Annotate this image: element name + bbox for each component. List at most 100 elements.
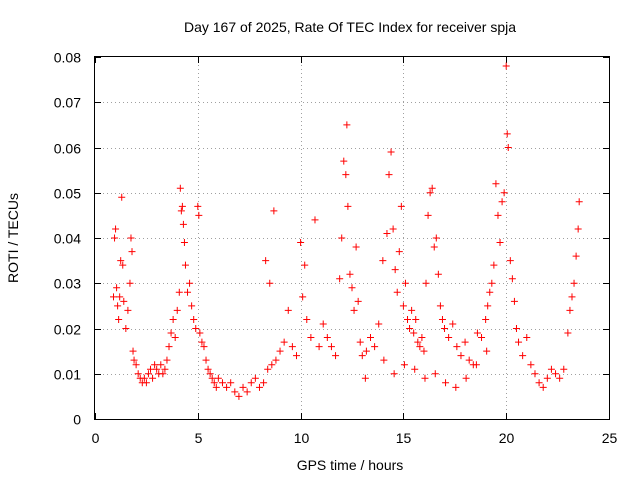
data-point <box>167 329 175 337</box>
data-point <box>400 361 408 369</box>
data-point <box>404 315 412 323</box>
data-point <box>151 361 159 369</box>
x-tick-label: 0 <box>92 430 100 446</box>
data-point <box>503 130 511 138</box>
data-point <box>348 284 356 292</box>
data-point <box>535 379 543 387</box>
data-point <box>484 302 492 310</box>
y-tick-label: 0.03 <box>54 276 81 292</box>
data-point <box>251 374 259 382</box>
data-point <box>362 347 370 355</box>
data-point <box>239 383 247 391</box>
data-point <box>132 361 140 369</box>
data-point <box>346 270 354 278</box>
data-point <box>327 343 335 351</box>
data-point <box>127 234 135 242</box>
data-point <box>472 361 480 369</box>
data-point <box>299 293 307 301</box>
data-point <box>140 374 148 382</box>
data-point <box>379 257 387 265</box>
data-points <box>110 62 583 400</box>
data-point <box>113 284 121 292</box>
data-point <box>552 370 560 378</box>
data-point <box>268 361 276 369</box>
data-point <box>556 374 564 382</box>
data-point <box>401 279 409 287</box>
data-point <box>500 189 508 197</box>
data-point <box>130 356 138 364</box>
data-point <box>343 121 351 129</box>
data-point <box>410 329 418 337</box>
data-point <box>114 302 122 310</box>
data-point <box>319 320 327 328</box>
data-point <box>223 383 231 391</box>
data-point <box>482 315 490 323</box>
data-point <box>111 234 119 242</box>
data-point <box>442 379 450 387</box>
data-point <box>178 202 186 210</box>
data-point <box>428 184 436 192</box>
data-point <box>177 207 185 215</box>
data-point <box>367 334 375 342</box>
x-tick-label: 25 <box>602 430 618 446</box>
data-point <box>504 144 512 151</box>
data-point <box>399 302 407 310</box>
x-tick-label: 20 <box>499 430 515 446</box>
data-point <box>358 352 366 360</box>
grid-lines <box>95 57 609 419</box>
data-point <box>323 334 331 342</box>
data-point <box>361 374 369 382</box>
data-point <box>342 171 350 179</box>
data-point <box>119 261 127 269</box>
data-point <box>181 261 189 269</box>
data-point <box>297 239 305 247</box>
data-point <box>486 288 494 296</box>
data-point <box>445 334 453 342</box>
data-point <box>432 234 440 242</box>
data-point <box>426 189 434 197</box>
data-point <box>531 370 539 378</box>
data-point <box>117 257 125 265</box>
data-point <box>122 325 130 332</box>
data-point <box>192 325 200 332</box>
data-point <box>510 297 518 305</box>
y-tick-label: 0 <box>73 412 81 428</box>
data-point <box>118 193 126 201</box>
data-point <box>169 315 177 323</box>
y-tick-label: 0.07 <box>54 95 81 111</box>
data-point <box>264 365 272 373</box>
data-point <box>420 347 428 355</box>
data-point <box>184 288 192 296</box>
data-point <box>198 338 206 346</box>
data-point <box>483 347 491 355</box>
data-point <box>575 198 583 206</box>
data-point <box>502 62 510 70</box>
data-point <box>508 275 516 283</box>
x-tick-label: 10 <box>294 430 310 446</box>
data-point <box>214 374 222 382</box>
data-point <box>163 356 171 364</box>
data-point <box>208 374 216 382</box>
data-point <box>383 229 391 237</box>
data-point <box>414 338 422 346</box>
data-point <box>416 343 424 351</box>
data-point <box>180 239 188 247</box>
data-point <box>212 383 220 391</box>
data-point <box>498 198 506 206</box>
data-point <box>204 365 212 373</box>
data-point <box>564 329 572 337</box>
data-point <box>515 338 523 346</box>
data-point <box>438 315 446 323</box>
data-point <box>231 388 239 396</box>
data-point <box>395 248 403 256</box>
data-point <box>566 306 574 314</box>
data-point <box>436 302 444 310</box>
data-point <box>243 388 251 396</box>
data-point <box>144 370 152 378</box>
data-point <box>539 383 547 391</box>
data-point <box>173 306 181 314</box>
data-point <box>110 293 118 301</box>
data-point <box>262 257 270 265</box>
data-point <box>478 334 486 342</box>
data-point <box>350 306 358 314</box>
